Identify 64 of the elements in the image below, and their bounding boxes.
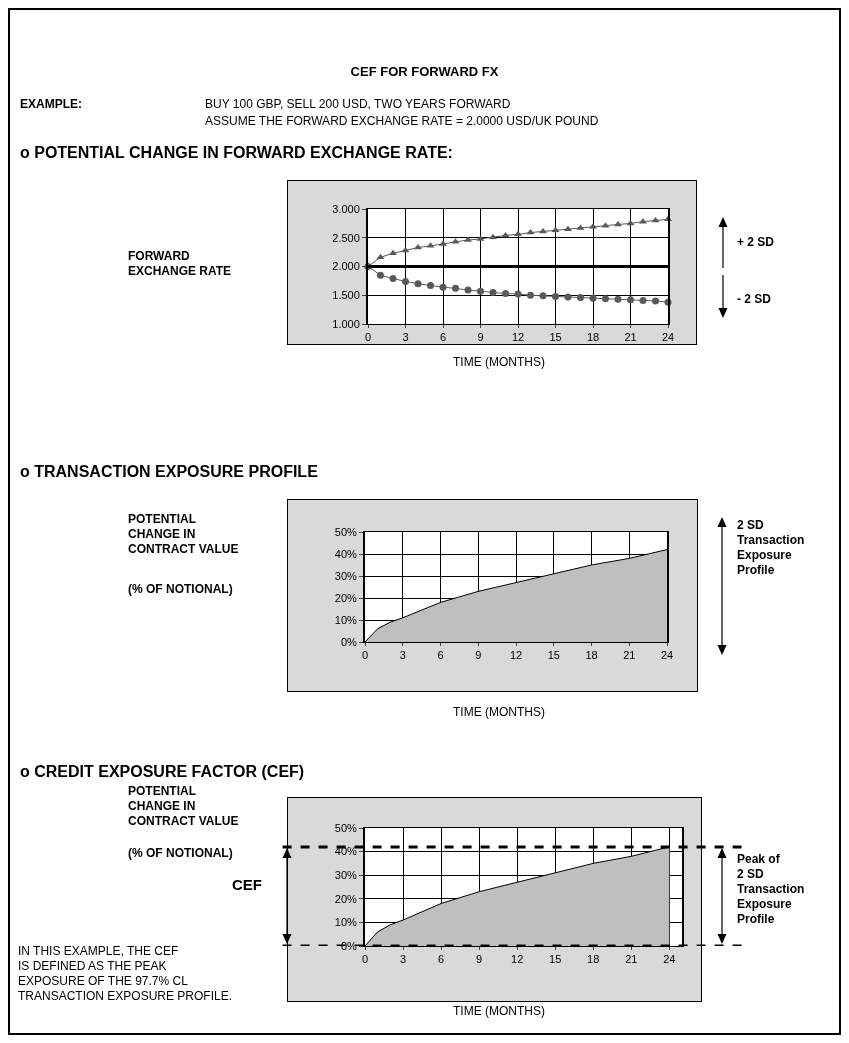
x-axis-title: TIME (MONTHS) bbox=[453, 1004, 545, 1019]
y-tick-label: 10% bbox=[334, 916, 357, 929]
x-tick-label: 3 bbox=[399, 649, 406, 662]
x-tick-label: 24 bbox=[660, 649, 674, 662]
text: ASSUME THE FORWARD EXCHANGE RATE = 2.0000 USD/UK POUND bbox=[205, 114, 599, 129]
x-tick-label: 15 bbox=[547, 649, 560, 662]
x-tick-label: 0 bbox=[364, 331, 372, 344]
y-tick-label: 10% bbox=[334, 613, 357, 626]
x-tick-label: 9 bbox=[477, 331, 484, 344]
x-tick-label: 15 bbox=[549, 331, 562, 344]
y-tick-label: 0% bbox=[340, 939, 358, 952]
text: o CREDIT EXPOSURE FACTOR (CEF) bbox=[20, 762, 305, 782]
y-tick-label: 30% bbox=[334, 569, 357, 582]
text: o POTENTIAL CHANGE IN FORWARD EXCHANGE RATE: bbox=[20, 143, 453, 163]
y-tick-label: 20% bbox=[334, 892, 357, 905]
x-tick-label: 9 bbox=[475, 649, 482, 662]
y-tick-label: 3.000 bbox=[332, 202, 360, 215]
text: + 2 SD bbox=[737, 235, 775, 250]
x-tick-label: 9 bbox=[476, 953, 483, 966]
y-tick-label: 2.000 bbox=[332, 260, 360, 273]
x-tick-label: 15 bbox=[549, 953, 562, 966]
x-tick-label: 18 bbox=[585, 649, 598, 662]
text: Peak of 2 SD Transaction Exposure Profile bbox=[737, 852, 805, 927]
y-tick-label: 40% bbox=[334, 547, 357, 560]
y-tick-label: 1.500 bbox=[332, 289, 360, 302]
y-tick-label: 30% bbox=[334, 869, 357, 882]
text: IN THIS EXAMPLE, THE CEF IS DEFINED AS THE PEAK EXPOSURE OF THE 97.7% CL TRANSACTION EXPOSURE PROFILE. bbox=[18, 944, 233, 1004]
x-tick-label: 18 bbox=[587, 953, 600, 966]
x-tick-label: 6 bbox=[437, 649, 444, 662]
x-tick-label: 24 bbox=[663, 953, 676, 966]
x-axis-title: TIME (MONTHS) bbox=[453, 355, 545, 370]
text: EXAMPLE: bbox=[20, 97, 83, 112]
x-tick-label: 21 bbox=[623, 649, 636, 662]
x-tick-label: 3 bbox=[402, 331, 409, 344]
y-tick-label: 20% bbox=[334, 591, 357, 604]
chart-title: CEF FOR FORWARD FX bbox=[349, 64, 500, 81]
x-tick-label: 12 bbox=[511, 953, 524, 966]
x-tick-label: 6 bbox=[439, 331, 447, 344]
text: CEF bbox=[232, 876, 262, 895]
y-axis-title: POTENTIAL CHANGE IN CONTRACT VALUE bbox=[128, 512, 239, 557]
y-axis-title: FORWARD EXCHANGE RATE bbox=[128, 249, 232, 279]
y-tick-label: 2.500 bbox=[332, 231, 360, 244]
x-tick-label: 3 bbox=[399, 953, 407, 966]
x-tick-label: 21 bbox=[624, 331, 637, 344]
text: (% OF NOTIONAL) bbox=[128, 582, 233, 597]
y-axis-title: POTENTIAL CHANGE IN CONTRACT VALUE bbox=[128, 784, 239, 829]
text: 2 SD Transaction Exposure Profile bbox=[737, 518, 805, 578]
x-tick-label: 21 bbox=[625, 953, 638, 966]
x-tick-label: 12 bbox=[509, 649, 523, 662]
x-tick-label: 12 bbox=[511, 331, 525, 344]
x-tick-label: 0 bbox=[361, 649, 369, 662]
text: - 2 SD bbox=[737, 292, 772, 307]
y-tick-label: 1.000 bbox=[332, 317, 360, 330]
x-tick-label: 6 bbox=[438, 953, 445, 966]
text: o TRANSACTION EXPOSURE PROFILE bbox=[20, 462, 318, 482]
y-tick-label: 0% bbox=[340, 635, 358, 648]
y-tick-label: 50% bbox=[334, 525, 357, 538]
x-axis-title: TIME (MONTHS) bbox=[453, 705, 545, 720]
text: BUY 100 GBP, SELL 200 USD, TWO YEARS FORWARD bbox=[205, 97, 511, 112]
x-tick-label: 24 bbox=[661, 331, 675, 344]
text: (% OF NOTIONAL) bbox=[128, 846, 233, 861]
y-tick-label: 50% bbox=[334, 821, 357, 834]
x-tick-label: 0 bbox=[361, 953, 369, 966]
x-tick-label: 18 bbox=[586, 331, 600, 344]
